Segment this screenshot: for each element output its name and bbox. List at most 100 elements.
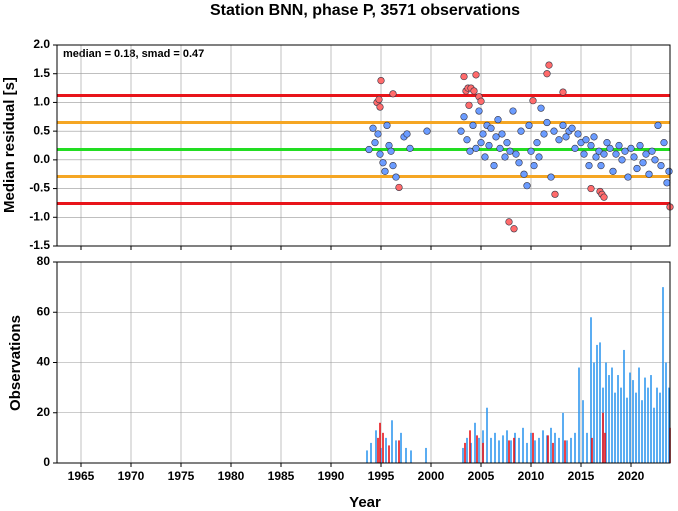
y-axis-label: Observations [7,315,24,411]
point [660,139,668,147]
point [466,147,474,155]
bar [596,344,598,463]
point [381,167,389,175]
bar [391,420,393,463]
bar [375,430,377,463]
bar [591,437,593,463]
point [479,130,487,138]
bar [506,430,508,463]
point [543,70,551,78]
bar [538,437,540,463]
point [487,124,495,132]
point [406,144,414,152]
point [651,156,659,164]
bar [586,432,588,463]
bar [644,377,646,463]
x-tick-label: 2015 [568,469,595,483]
point [477,139,485,147]
bar [626,397,628,463]
point [665,167,673,175]
bar [514,432,516,463]
x-axis-label: Year [349,494,381,511]
point [582,136,590,144]
bar [668,387,670,463]
point [535,153,543,161]
point [481,153,489,161]
point [423,127,431,135]
point [639,159,647,167]
point [460,72,468,81]
x-tick-label: 2020 [618,469,645,483]
bar [425,447,427,463]
bar [513,437,515,463]
bar [469,430,471,463]
bar [508,440,510,463]
point [369,124,377,132]
point [645,170,653,178]
bar [494,432,496,463]
bar [547,435,549,463]
y-tick-label: -0.5 [29,181,50,195]
bar [632,380,634,463]
bar [530,432,532,463]
point [559,88,567,96]
point [587,184,595,193]
point [630,153,638,161]
y-tick-label: 0.5 [33,123,50,137]
x-tick-label: 1985 [268,469,295,483]
bar [482,442,484,463]
point [580,150,588,158]
point [615,141,623,150]
point [520,170,528,178]
bar [593,362,595,463]
point [530,162,538,170]
bar [608,375,610,463]
x-tick-label: 1980 [218,469,245,483]
point [525,121,533,129]
bar [502,435,504,463]
point [555,136,563,144]
point [475,107,483,115]
point [509,107,517,115]
point [375,95,383,104]
point [592,153,600,161]
point [654,121,662,129]
annotation: median = 0.18, smad = 0.47 [63,48,204,60]
bar [653,407,655,463]
bar [647,387,649,463]
point [529,97,537,105]
point [512,150,520,158]
bar [656,387,658,463]
point [587,141,595,150]
point [374,130,382,138]
point [603,139,611,147]
y-tick-label: 2.0 [33,37,50,51]
point [510,225,518,233]
bar [380,447,382,463]
bar [578,367,580,463]
point [472,144,480,152]
bar [486,407,488,463]
point [515,159,523,167]
point [648,147,656,155]
bar [650,375,652,463]
bar [617,375,619,463]
bar [614,392,616,463]
point [477,97,485,105]
y-tick-label: 60 [37,304,51,318]
bar [395,440,397,463]
y-tick-label: 20 [37,405,51,419]
bar [570,437,572,463]
point [543,118,551,127]
point [550,127,558,135]
y-tick-label: 1.0 [33,95,50,109]
point [501,153,509,161]
point [389,90,397,98]
point [365,145,373,154]
bar [478,437,480,463]
point [547,173,555,181]
bar [385,437,387,463]
x-tick-label: 1970 [118,469,145,483]
bar [554,432,556,463]
point [559,121,567,129]
